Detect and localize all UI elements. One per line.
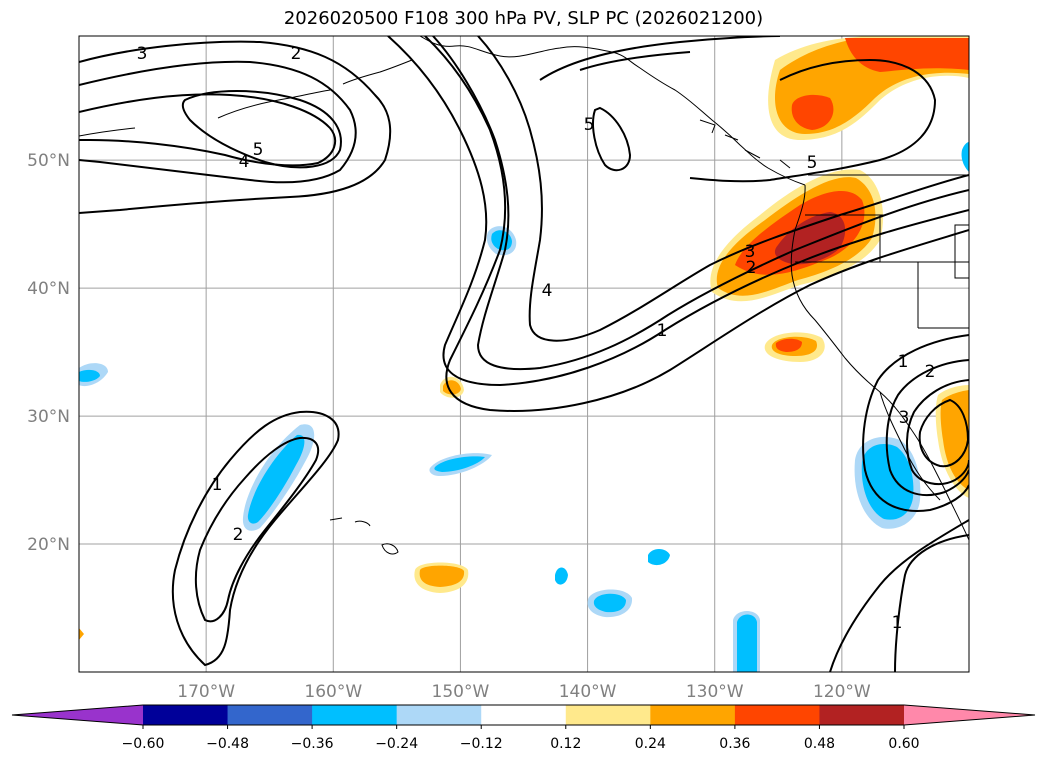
slp-contours [79, 36, 969, 672]
contour-low-east-2 [829, 334, 969, 672]
contour-label: 1 [898, 352, 909, 372]
colorbar-tick-label: 0.36 [719, 736, 750, 752]
gridlines [79, 36, 969, 672]
coastline-bc-islands [699, 119, 791, 169]
contour-north-5 [79, 93, 337, 167]
shade-negative-6 [648, 549, 670, 566]
colorbar-tick-label: 0.60 [888, 736, 919, 752]
colorbar-segment [650, 705, 736, 725]
colorbar: −0.60 −0.48 −0.36 −0.24 −0.12 0.12 0.24 0.36 0.4… [11, 704, 1036, 752]
lat-label: 20°N [27, 535, 70, 555]
lon-label: 150°W [432, 682, 490, 702]
shade-negative-5-inner [593, 593, 626, 613]
latitude-labels: 50°N 40°N 30°N 20°N [27, 151, 70, 555]
coastline-baja [879, 391, 941, 501]
lat-label: 50°N [27, 151, 70, 171]
coastline-hawaii [329, 517, 399, 555]
contour-label: 3 [745, 242, 756, 262]
lon-label: 160°W [304, 682, 362, 702]
contour-label: 5 [807, 153, 818, 173]
contour-north-inner [181, 90, 342, 169]
lon-label: 170°W [177, 682, 235, 702]
contour-label: 1 [212, 475, 223, 495]
contour-label: 2 [291, 44, 302, 64]
shade-negative-9 [961, 142, 969, 172]
colorbar-extend-min [12, 705, 143, 725]
contour-low-east-4 [906, 379, 969, 486]
colorbar-segment [312, 705, 398, 725]
colorbar-extend-max [904, 705, 1035, 725]
contour-trough-2 [387, 36, 969, 387]
lon-label: 130°W [686, 682, 744, 702]
colorbar-tick-label: 0.24 [635, 736, 666, 752]
contour-label: 2 [233, 525, 244, 545]
contour-label: 3 [899, 408, 910, 428]
colorbar-segment [227, 705, 313, 725]
contour-label: 1 [892, 613, 903, 633]
longitude-labels: 170°W 160°W 150°W 140°W 130°W 120°W [177, 682, 871, 702]
contour-low-2a [194, 436, 320, 623]
colorbar-segment [481, 705, 567, 725]
lat-label: 40°N [27, 279, 70, 299]
colorbar-segment [143, 705, 229, 725]
colorbar-segment [734, 705, 820, 725]
shade-positive-canada-core [845, 38, 969, 72]
contour-low-1a [171, 410, 340, 667]
contour-low-east-1 [894, 534, 969, 672]
contour-north-4 [79, 60, 357, 184]
contour-ridge-5 [592, 106, 632, 172]
shade-negative-4-inner [861, 443, 914, 520]
contour-label: 2 [925, 362, 936, 382]
colorbar-tick-label: 0.12 [550, 736, 581, 752]
shade-negative-7 [555, 567, 568, 585]
coastline-westcoast [790, 184, 969, 541]
shade-negative-2-inner [247, 434, 305, 524]
contour-trough-4 [477, 36, 969, 342]
colorbar-tick-label: −0.60 [122, 736, 165, 752]
contour-ridge-inner [579, 51, 691, 71]
contour-north-3 [79, 40, 392, 214]
shade-negative-8-inner [737, 614, 757, 672]
shade-positive-calif-core [775, 338, 802, 352]
coastlines [79, 36, 969, 555]
contour-label: 5 [253, 140, 264, 160]
shade-negative-dateline-inner [79, 369, 100, 382]
contour-label: 1 [657, 321, 668, 341]
shade-positive-edge [79, 628, 84, 640]
lat-label: 30°N [27, 407, 70, 427]
map-title: 2026020500 F108 300 hPa PV, SLP PC (2026… [283, 8, 764, 29]
lon-label: 140°W [559, 682, 617, 702]
colorbar-tick-label: −0.24 [375, 736, 418, 752]
colorbar-segment [565, 705, 651, 725]
shade-positive-hawaii-inner [419, 565, 465, 587]
lon-label: 120°W [813, 682, 871, 702]
contour-trough-1 [424, 36, 969, 412]
contour-low-east-3 [885, 359, 969, 496]
contour-label: 4 [239, 152, 250, 172]
shade-positive-canada-spot [791, 94, 834, 130]
colorbar-tick-label: −0.36 [291, 736, 334, 752]
colorbar-segment [396, 705, 482, 725]
contour-label: 2 [746, 258, 757, 278]
border-states [795, 214, 969, 329]
map-frame [78, 35, 970, 673]
contour-labels: 3 2 5 4 5 4 3 2 1 5 1 2 3 1 2 1 [137, 44, 936, 633]
shade-positive-mexico-inner [940, 390, 969, 490]
contour-label: 5 [584, 115, 595, 135]
contour-low-east-5 [918, 398, 969, 468]
colorbar-tick-label: 0.48 [804, 736, 835, 752]
colorbar-tick-label: −0.48 [206, 736, 249, 752]
colorbar-segment [819, 705, 905, 725]
contour-trough-3 [432, 36, 969, 371]
contour-ridge-outer [539, 36, 937, 183]
colorbar-tick-label: −0.12 [460, 736, 503, 752]
shade-negative-3-inner [434, 456, 485, 472]
contour-label: 4 [542, 281, 553, 301]
contour-label: 3 [137, 44, 148, 64]
